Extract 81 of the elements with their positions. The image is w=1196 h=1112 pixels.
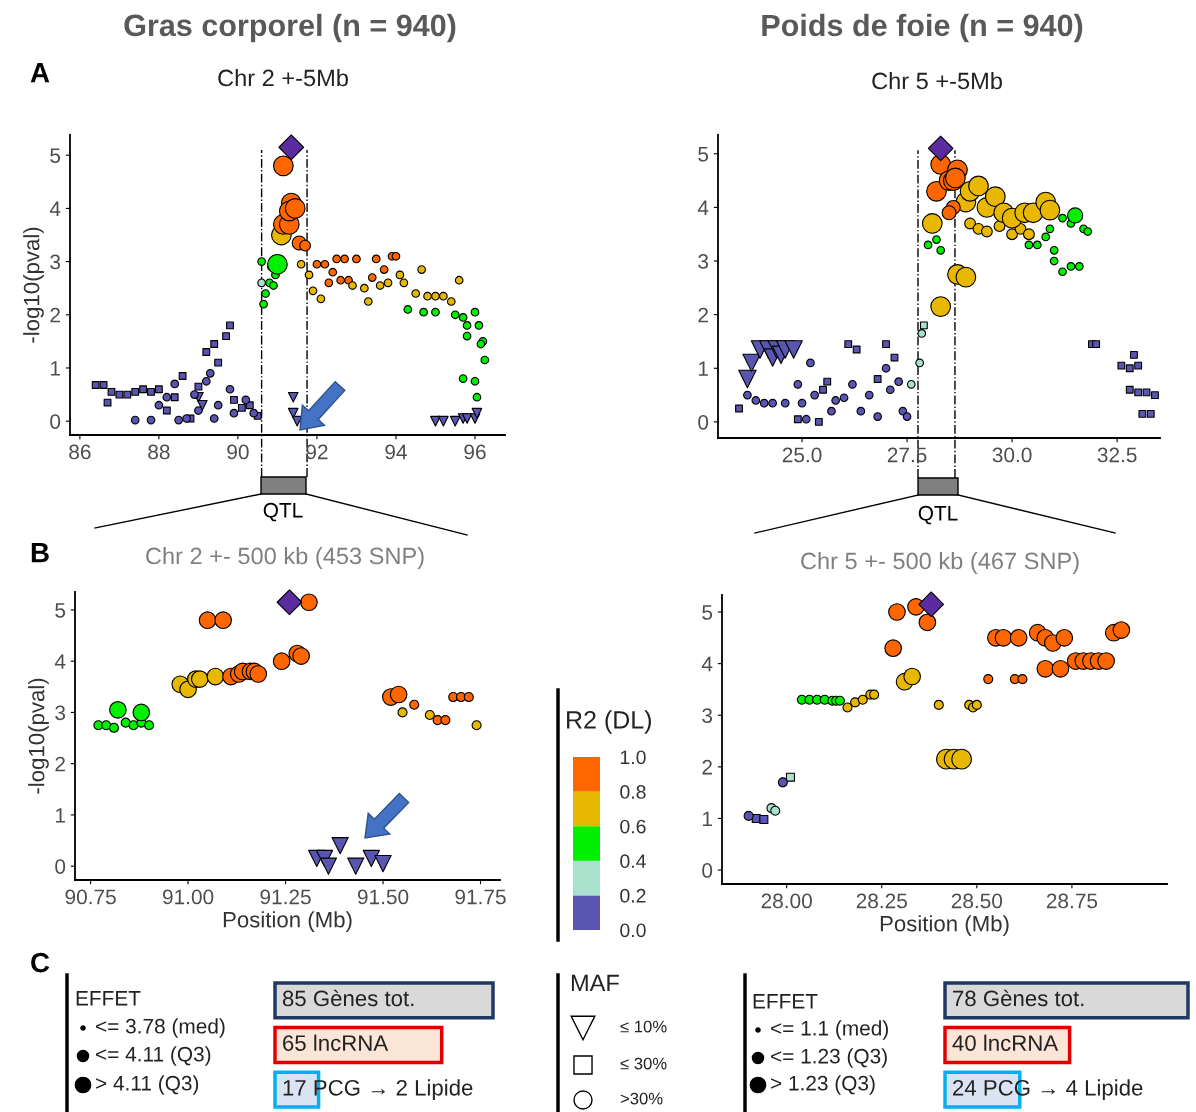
color-bar-label: 0.8 bbox=[620, 785, 646, 799]
x-tick-label: 90 bbox=[227, 444, 249, 460]
x-tick-label: 91.75 bbox=[455, 889, 506, 905]
chart-title: Chr 2 +- 500 kb (453 SNP) bbox=[146, 546, 424, 569]
y-tick-label: 3 bbox=[702, 708, 713, 723]
text: > 4.11 (Q3) bbox=[96, 1075, 199, 1095]
x-tick-label: 25.0 bbox=[782, 447, 822, 463]
x-tick-label: 28.50 bbox=[951, 893, 1003, 909]
text: EFFET bbox=[753, 994, 818, 1009]
y-tick-label: 0 bbox=[702, 863, 713, 878]
text: <= 3.78 (med) bbox=[96, 1018, 225, 1038]
y-tick-label: 0 bbox=[698, 414, 709, 430]
x-tick-label: 88 bbox=[148, 444, 170, 460]
x-tick-label: 92 bbox=[306, 444, 328, 460]
y-tick-label: 0 bbox=[55, 859, 66, 874]
y-tick-label: 3 bbox=[55, 705, 66, 721]
color-bar-label: 0.6 bbox=[620, 819, 646, 834]
text: QTL bbox=[918, 505, 958, 525]
y-tick-label: 1 bbox=[702, 811, 712, 827]
chart-title: Gras corporel (n = 940) bbox=[124, 13, 456, 43]
text: C bbox=[31, 952, 50, 973]
text: MAF bbox=[571, 974, 619, 992]
y-tick-label: 2 bbox=[702, 759, 712, 775]
chart-title: Chr 5 +- 500 kb (467 SNP) bbox=[801, 551, 1079, 574]
data-label: 65 lncRNA bbox=[283, 1034, 389, 1051]
y-tick-label: 4 bbox=[54, 654, 66, 669]
y-tick-label: 3 bbox=[50, 254, 61, 270]
x-tick-label: 96 bbox=[464, 444, 486, 460]
x-tick-label: 91.25 bbox=[260, 889, 311, 905]
text: <= 4.11 (Q3) bbox=[96, 1046, 211, 1066]
y-tick-label: 4 bbox=[697, 200, 709, 215]
x-tick-label: 28.25 bbox=[856, 893, 907, 909]
chart-title: Poids de foie (n = 940) bbox=[762, 13, 1083, 43]
data-label: 85 Gènes tot. bbox=[282, 989, 414, 1007]
color-bar-label: 0.4 bbox=[620, 854, 646, 869]
text: EFFET bbox=[76, 991, 141, 1006]
text: >30% bbox=[620, 1092, 663, 1105]
text: QTL bbox=[263, 502, 303, 522]
y-tick-label: 1 bbox=[55, 808, 65, 823]
x-tick-label: 32.5 bbox=[1097, 447, 1137, 463]
y-tick-label: 5 bbox=[702, 605, 713, 620]
y-tick-label: 5 bbox=[55, 603, 66, 618]
x-tick-label: 91.50 bbox=[357, 889, 409, 905]
y-tick-label: 5 bbox=[698, 146, 709, 162]
y-tick-label: 1 bbox=[698, 361, 708, 376]
chart-subtitle: Chr 2 +-5Mb bbox=[218, 69, 348, 87]
x-tick-label: 30.0 bbox=[992, 447, 1032, 463]
y-tick-label: 2 bbox=[50, 307, 60, 323]
data-label: 78 Gènes tot. bbox=[953, 989, 1084, 1007]
y-tick-label: 4 bbox=[49, 201, 61, 216]
x-axis-title: Position (Mb) bbox=[223, 911, 352, 932]
x-tick-label: 94 bbox=[385, 444, 407, 460]
data-label: 40 lncRNA bbox=[952, 1034, 1059, 1051]
x-tick-label: 28.75 bbox=[1046, 893, 1098, 909]
text: <= 1.1 (med) bbox=[771, 1020, 888, 1040]
text: > 1.23 (Q3) bbox=[771, 1075, 875, 1095]
x-tick-label: 86 bbox=[69, 444, 91, 460]
x-axis-title: Position (Mb) bbox=[880, 915, 1009, 936]
color-bar-label: 0.0 bbox=[620, 923, 646, 938]
color-bar-label: 0.2 bbox=[620, 888, 646, 903]
y-tick-label: 2 bbox=[698, 307, 708, 323]
text: B bbox=[31, 543, 49, 563]
y-axis-title: -log10(pval) bbox=[23, 227, 44, 343]
y-tick-label: 4 bbox=[701, 656, 713, 672]
text: ≤ 10% bbox=[620, 1020, 667, 1033]
x-tick-label: 28.00 bbox=[761, 893, 812, 909]
text: A bbox=[30, 63, 50, 83]
text: ≤ 30% bbox=[620, 1057, 667, 1070]
y-tick-label: 0 bbox=[50, 414, 61, 429]
x-tick-label: 90.75 bbox=[65, 889, 116, 905]
y-tick-label: 5 bbox=[50, 148, 61, 163]
color-bar-title: R2 (DL) bbox=[567, 710, 651, 734]
y-tick-label: 2 bbox=[55, 756, 65, 772]
chart-subtitle: Chr 5 +-5Mb bbox=[872, 72, 1002, 90]
y-tick-label: 3 bbox=[698, 254, 709, 269]
y-tick-label: 1 bbox=[50, 361, 60, 376]
x-tick-label: 27.5 bbox=[887, 447, 927, 463]
color-bar-label: 1.0 bbox=[620, 750, 646, 765]
text: <= 1.23 (Q3) bbox=[771, 1048, 887, 1068]
y-axis-title: -log10(pval) bbox=[28, 678, 49, 794]
x-tick-label: 91.00 bbox=[162, 889, 214, 905]
